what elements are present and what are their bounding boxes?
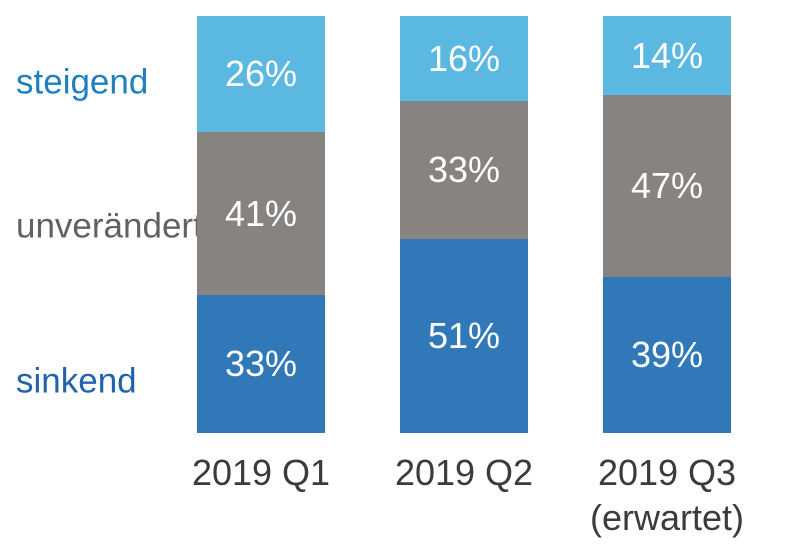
- bar-segment-unverändert: 41%: [197, 132, 325, 296]
- x-axis-label-2019-q1: 2019 Q1: [191, 452, 331, 493]
- segment-value-label: 39%: [630, 333, 704, 375]
- bar-2019-q1: 26% 41% 33%: [197, 16, 325, 433]
- segment-value-label: 47%: [630, 164, 704, 206]
- segment-value-label: 26%: [224, 53, 298, 95]
- bar-segment-sinkend: 39%: [603, 276, 731, 434]
- bar-2019-q2: 16% 33% 51%: [400, 16, 528, 433]
- legend-label-sinkend: sinkend: [16, 361, 137, 401]
- segment-value-label: 14%: [630, 34, 704, 76]
- bar-segment-unverändert: 47%: [603, 95, 731, 277]
- bar-segment-steigend: 26%: [197, 16, 325, 133]
- bar-segment-unverändert: 33%: [400, 101, 528, 240]
- bar-segment-steigend: 14%: [603, 16, 731, 96]
- bar-2019-q3: 14% 47% 39%: [603, 16, 731, 434]
- bar-segment-sinkend: 51%: [400, 239, 528, 433]
- legend-label-unveraendert: unverändert: [16, 206, 203, 246]
- legend-label-steigend: steigend: [16, 62, 149, 102]
- segment-value-label: 33%: [427, 149, 501, 191]
- bar-segment-steigend: 16%: [400, 16, 528, 102]
- bar-segment-sinkend: 33%: [197, 295, 325, 433]
- segment-value-label: 51%: [427, 315, 501, 357]
- segment-value-label: 16%: [427, 37, 501, 79]
- segment-value-label: 33%: [224, 343, 298, 385]
- segment-value-label: 41%: [224, 192, 298, 234]
- x-axis-label-2019-q3: 2019 Q3 (erwartet): [589, 452, 745, 538]
- x-axis-label-2019-q2: 2019 Q2: [394, 452, 534, 493]
